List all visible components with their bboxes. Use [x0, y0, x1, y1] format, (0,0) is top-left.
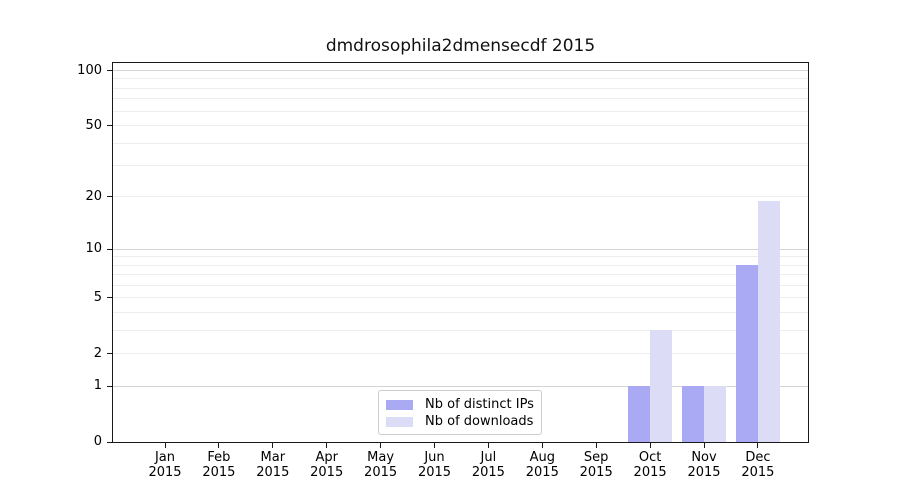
x-tick-label-jul: Jul 2015	[471, 450, 505, 480]
y-gridline-minor	[113, 274, 808, 276]
y-tick-label: 50	[85, 117, 102, 133]
x-tick-label-mar: Mar 2015	[256, 450, 290, 480]
x-tick-mark	[164, 443, 166, 448]
y-tick-label: 100	[77, 62, 102, 78]
y-tick-label: 1	[93, 378, 102, 394]
y-gridline-minor	[113, 196, 808, 198]
y-gridline-minor	[113, 78, 808, 80]
y-gridline-major	[113, 248, 808, 250]
legend-label-downloads: Nb of downloads	[425, 414, 534, 429]
y-gridline-major	[113, 70, 808, 72]
y-gridline-minor	[113, 125, 808, 127]
y-gridline-minor	[113, 98, 808, 100]
x-tick-label-oct: Oct 2015	[633, 450, 667, 480]
bar-dec-downloads	[757, 200, 780, 442]
bar-oct-distinct-ips	[628, 386, 651, 442]
x-tick-label-feb: Feb 2015	[202, 450, 236, 480]
y-gridline-minor	[113, 142, 808, 144]
y-tick-mark	[107, 297, 112, 299]
y-gridline-minor	[113, 256, 808, 258]
legend-item-distinct-ips: Nb of distinct IPs	[386, 397, 534, 413]
x-tick-label-aug: Aug 2015	[525, 450, 559, 480]
y-gridline-minor	[113, 284, 808, 286]
legend-label-distinct-ips: Nb of distinct IPs	[425, 397, 534, 412]
y-tick-label: 2	[93, 345, 102, 361]
y-tick-mark	[107, 125, 112, 127]
x-tick-label-sep: Sep 2015	[579, 450, 613, 480]
bar-nov-distinct-ips	[682, 386, 704, 442]
x-tick-mark	[487, 443, 489, 448]
plot-area: Nb of distinct IPs Nb of downloads	[112, 62, 809, 443]
bar-nov-downloads	[704, 386, 726, 442]
y-tick-mark	[107, 70, 112, 72]
x-tick-mark	[326, 443, 328, 448]
y-gridline-minor	[113, 110, 808, 112]
y-gridline-major	[113, 385, 808, 387]
y-gridline-minor	[113, 264, 808, 266]
x-tick-mark	[595, 443, 597, 448]
x-tick-mark	[649, 443, 651, 448]
x-tick-mark	[434, 443, 435, 448]
y-gridline-minor	[113, 165, 808, 167]
legend-swatch-distinct-ips	[386, 400, 413, 410]
y-tick-mark	[107, 441, 112, 443]
x-tick-label-dec: Dec 2015	[741, 450, 775, 480]
y-tick-mark	[107, 248, 112, 250]
x-tick-mark	[703, 443, 705, 448]
y-tick-mark	[107, 196, 112, 198]
x-tick-label-jan: Jan 2015	[148, 450, 182, 480]
y-gridline-minor	[113, 329, 808, 331]
y-tick-label: 5	[93, 289, 102, 305]
y-gridline-minor	[113, 297, 808, 299]
y-tick-label: 10	[85, 241, 102, 257]
x-tick-mark	[380, 443, 382, 448]
x-tick-label-jun: Jun 2015	[417, 450, 452, 480]
x-tick-label-apr: Apr 2015	[310, 450, 344, 480]
x-tick-mark	[272, 443, 274, 448]
y-gridline-minor	[113, 353, 808, 355]
y-tick-label: 0	[93, 434, 102, 449]
x-tick-label-nov: Nov 2015	[687, 450, 721, 480]
legend-item-downloads: Nb of downloads	[386, 414, 533, 430]
x-tick-mark	[541, 443, 543, 448]
legend: Nb of distinct IPs Nb of downloads	[378, 390, 542, 435]
x-tick-label-may: May 2015	[364, 450, 398, 480]
y-gridline-minor	[113, 311, 808, 313]
chart-title: dmdrosophila2dmensecdf 2015	[325, 36, 596, 56]
y-tick-label: 20	[85, 188, 102, 204]
bar-oct-downloads	[650, 330, 673, 442]
y-tick-mark	[107, 385, 112, 387]
x-tick-mark	[218, 443, 220, 448]
y-tick-mark	[107, 353, 112, 355]
x-tick-mark	[757, 443, 759, 448]
legend-swatch-downloads	[386, 417, 413, 427]
bar-dec-distinct-ips	[735, 265, 758, 442]
y-gridline-minor	[113, 87, 808, 89]
